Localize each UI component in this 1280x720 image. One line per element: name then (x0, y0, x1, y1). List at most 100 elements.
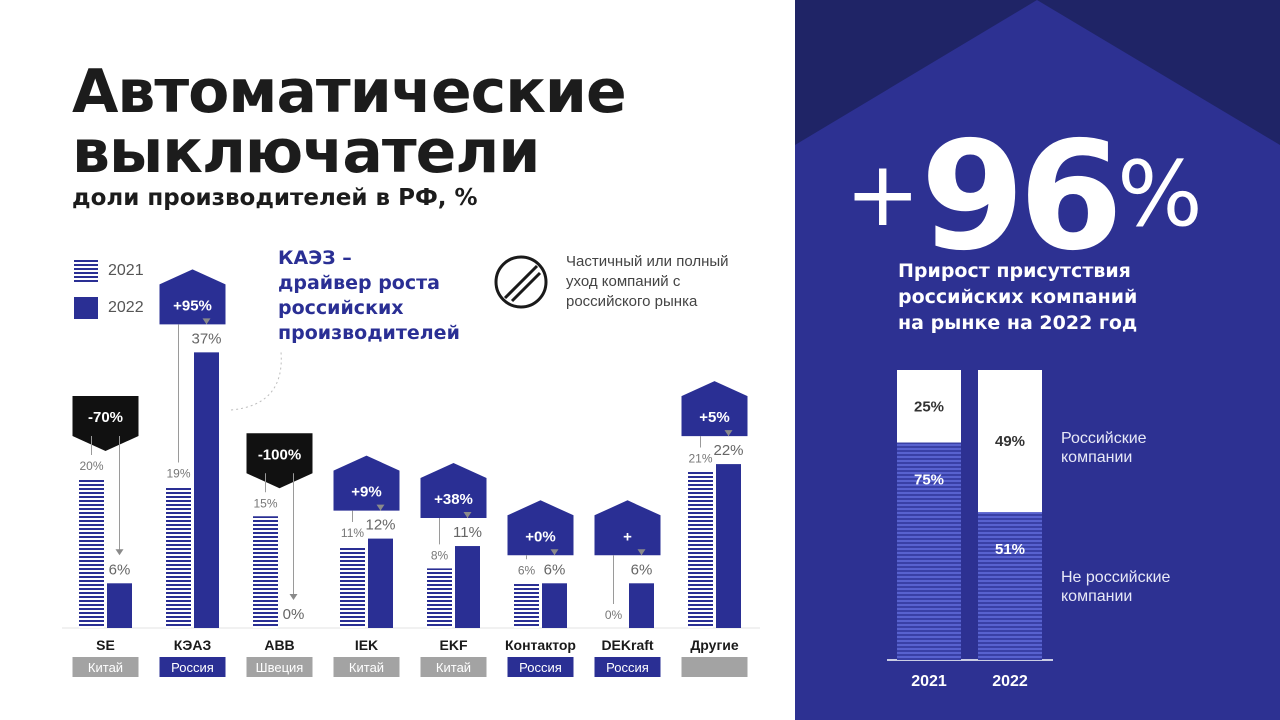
stack-label-russian: 49% (995, 433, 1025, 450)
title-line-1: Автоматические (72, 57, 627, 127)
page-title: Автоматические выключатели (72, 57, 627, 187)
growth-unit: % (1117, 142, 1203, 247)
change-badge (420, 463, 487, 519)
country-label: Россия (606, 660, 649, 675)
roof-shape (795, 0, 1280, 145)
legend-item-2021: 2021 (74, 260, 144, 282)
callout-pointer (230, 351, 282, 411)
arrow-head (637, 549, 646, 556)
legend-item-2022: 2022 (74, 297, 144, 319)
value-label-2021: 0% (605, 608, 623, 622)
change-label: +95% (173, 297, 212, 314)
no-entry-icon (494, 255, 548, 309)
change-label: +9% (351, 484, 381, 501)
bar-2021 (340, 546, 365, 628)
arrow-head (202, 318, 211, 325)
bar-2021 (253, 516, 278, 628)
arrow-head (463, 512, 472, 519)
title-line-2: выключатели (72, 117, 540, 187)
summary-panel: +96% Прирост присутствия российских комп… (795, 0, 1280, 720)
change-badge (246, 433, 313, 489)
country-tag (72, 657, 139, 677)
arrow-head (115, 549, 124, 556)
category-label: Другие (690, 637, 739, 653)
value-label-2022: 0% (283, 606, 305, 623)
change-label: +0% (525, 528, 555, 545)
country-tag (507, 657, 574, 677)
stack-year-label: 2022 (992, 673, 1028, 690)
change-badge (333, 455, 400, 511)
category-label: Контактор (505, 637, 576, 653)
change-label: -100% (258, 446, 301, 463)
value-label-2022: 6% (109, 561, 131, 578)
ownership-stacked-chart: 75% 25% 2021 51% 49% 2022 (887, 370, 1053, 690)
change-badge (681, 381, 748, 437)
country-label: Китай (88, 660, 123, 675)
stack-segment-russian (897, 370, 961, 443)
legend-russian-companies: Российские компании (1061, 430, 1147, 466)
change-label: + (623, 528, 632, 545)
change-badge (72, 396, 139, 451)
legend-swatch-2021 (74, 260, 98, 282)
bar-2022 (107, 583, 132, 628)
change-label: +5% (699, 409, 729, 426)
growth-value: 96 (920, 110, 1123, 284)
stack-segment-foreign (978, 512, 1042, 660)
growth-figure: +96% (845, 110, 1203, 284)
country-label: Швеция (256, 660, 304, 675)
kaez-callout: КАЭЗ – драйвер роста российских производ… (278, 247, 460, 344)
stack-year-label: 2021 (911, 673, 947, 690)
bar-2021 (427, 568, 452, 628)
change-badge (159, 269, 226, 325)
value-label-2021: 8% (431, 548, 449, 562)
change-label: +38% (434, 491, 473, 508)
country-tag (333, 657, 400, 677)
bar-2022 (455, 546, 480, 628)
country-tag (594, 657, 661, 677)
exit-note-text: Частичный или полный уход компаний с рос… (566, 253, 729, 310)
stack-segment-russian (978, 370, 1042, 513)
country-label: Китай (436, 660, 471, 675)
stack-label-foreign: 51% (995, 541, 1025, 558)
arrow-head (289, 594, 298, 600)
value-label-2022: 12% (365, 517, 395, 534)
arrow-head (376, 504, 385, 511)
bar-2021 (514, 583, 539, 628)
value-label-2022: 37% (191, 330, 221, 347)
country-label: Россия (171, 660, 214, 675)
change-badge (507, 500, 574, 556)
category-label: EKF (440, 637, 468, 653)
legend-label-2021: 2021 (108, 262, 144, 279)
bar-2022 (716, 464, 741, 628)
country-tag (246, 657, 313, 677)
growth-sign: + (845, 142, 921, 247)
category-label: SE (96, 637, 115, 653)
country-tag (420, 657, 487, 677)
change-badge (594, 500, 661, 556)
country-tag (159, 657, 226, 677)
value-label-2021: 6% (518, 563, 536, 577)
bar-2022 (194, 352, 219, 628)
bar-2021 (688, 471, 713, 628)
value-label-2022: 11% (453, 524, 482, 541)
bar-2021 (79, 479, 104, 628)
change-label: -70% (88, 409, 123, 426)
legend-foreign-companies: Не российские компании (1061, 569, 1171, 605)
stack-label-foreign: 75% (914, 472, 944, 489)
country-tag (681, 657, 748, 677)
value-label-2021: 11% (341, 526, 364, 540)
value-label-2022: 6% (544, 561, 566, 578)
value-label-2021: 19% (166, 466, 190, 480)
arrow-head (724, 430, 733, 437)
value-label-2021: 21% (688, 452, 712, 466)
growth-description: Прирост присутствия российских компаний … (898, 260, 1138, 334)
bar-2022 (629, 583, 654, 628)
category-label: DEKraft (601, 637, 653, 653)
category-label: ABB (264, 637, 294, 653)
bar-2022 (368, 538, 393, 628)
category-label: IEK (355, 637, 378, 653)
value-label-2022: 6% (631, 561, 653, 578)
category-label: КЭАЗ (174, 637, 212, 653)
country-label: Китай (349, 660, 384, 675)
value-label-2021: 20% (79, 459, 103, 473)
